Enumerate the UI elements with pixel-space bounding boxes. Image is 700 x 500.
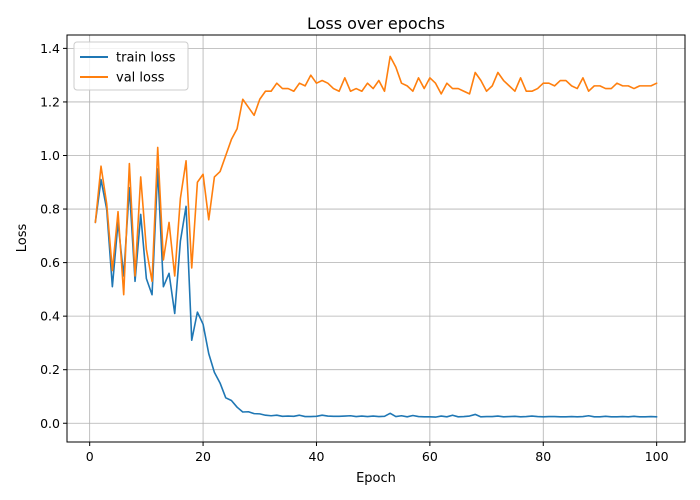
legend: train loss val loss <box>73 41 189 91</box>
grid <box>67 35 685 442</box>
x-tick-label: 0 <box>86 449 94 464</box>
legend-label-train-loss: train loss <box>116 51 176 66</box>
y-axis-ticks: 0.0 0.2 0.4 0.6 0.8 1.0 1.2 1.4 <box>40 41 67 431</box>
x-tick-label: 80 <box>535 449 551 464</box>
y-tick-label: 0.2 <box>40 362 60 377</box>
x-axis-ticks: 0 20 40 60 80 100 <box>86 442 669 464</box>
chart-title: Loss over epochs <box>307 14 445 33</box>
x-axis-label: Epoch <box>356 471 396 486</box>
x-tick-label: 60 <box>422 449 438 464</box>
plot-frame <box>66 34 686 443</box>
y-tick-label: 0.6 <box>40 255 60 270</box>
y-tick-label: 1.0 <box>40 148 60 163</box>
series-line-train-loss <box>94 168 658 418</box>
y-tick-label: 0.4 <box>40 309 60 324</box>
series-line-val-loss <box>94 55 658 296</box>
legend-label-val-loss: val loss <box>116 71 165 86</box>
y-tick-label: 0.8 <box>40 202 60 217</box>
y-axis-label: Loss <box>15 224 30 253</box>
x-tick-label: 40 <box>309 449 325 464</box>
y-tick-label: 1.2 <box>40 94 60 109</box>
y-tick-label: 0.0 <box>40 416 60 431</box>
x-tick-label: 100 <box>645 449 669 464</box>
series-lines <box>94 55 658 418</box>
y-tick-label: 1.4 <box>40 41 60 56</box>
x-tick-label: 20 <box>195 449 211 464</box>
